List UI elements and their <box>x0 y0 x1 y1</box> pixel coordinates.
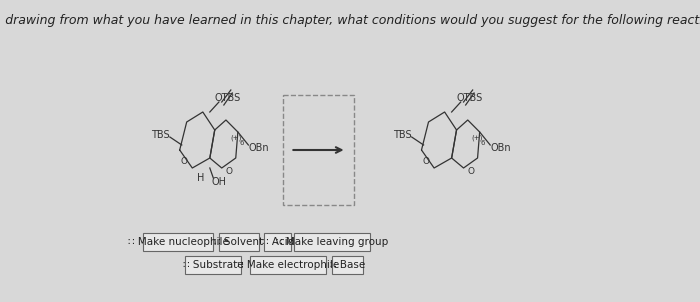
Text: H: H <box>197 173 204 183</box>
Text: OH: OH <box>212 177 227 187</box>
FancyBboxPatch shape <box>186 256 241 274</box>
Text: ∷ Make leaving group: ∷ Make leaving group <box>276 237 388 247</box>
Text: (+): (+) <box>472 135 483 141</box>
Text: ∷ Solvent: ∷ Solvent <box>214 237 263 247</box>
Text: ∷ Make electrophile: ∷ Make electrophile <box>237 260 340 270</box>
FancyBboxPatch shape <box>219 233 259 251</box>
FancyBboxPatch shape <box>265 233 291 251</box>
Text: OBn: OBn <box>248 143 269 153</box>
Text: OBn: OBn <box>490 143 511 153</box>
Text: ∷ Substrate: ∷ Substrate <box>183 260 244 270</box>
Text: 6: 6 <box>239 140 244 146</box>
Text: ∷ Acid: ∷ Acid <box>262 237 294 247</box>
Text: ∷ Make nucleophile: ∷ Make nucleophile <box>128 237 229 247</box>
FancyBboxPatch shape <box>144 233 214 251</box>
Text: O: O <box>181 158 188 166</box>
Bar <box>284 95 354 205</box>
Text: O: O <box>225 168 232 176</box>
Text: O: O <box>467 168 474 176</box>
Text: OTBS: OTBS <box>456 93 483 103</box>
FancyBboxPatch shape <box>332 256 363 274</box>
Text: ∷ Base: ∷ Base <box>330 260 365 270</box>
Text: 6: 6 <box>481 140 485 146</box>
FancyBboxPatch shape <box>294 233 370 251</box>
Text: O: O <box>422 158 429 166</box>
Text: OTBS: OTBS <box>215 93 241 103</box>
FancyBboxPatch shape <box>251 256 326 274</box>
Text: TBS: TBS <box>393 130 412 140</box>
Text: (+): (+) <box>230 135 241 141</box>
Text: And, drawing from what you have learned in this chapter, what conditions would y: And, drawing from what you have learned … <box>0 14 700 27</box>
Text: TBS: TBS <box>151 130 170 140</box>
